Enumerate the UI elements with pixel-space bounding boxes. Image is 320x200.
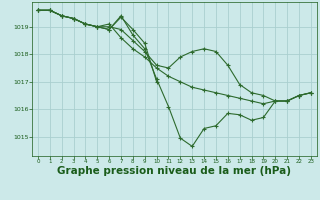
X-axis label: Graphe pression niveau de la mer (hPa): Graphe pression niveau de la mer (hPa) bbox=[57, 166, 292, 176]
